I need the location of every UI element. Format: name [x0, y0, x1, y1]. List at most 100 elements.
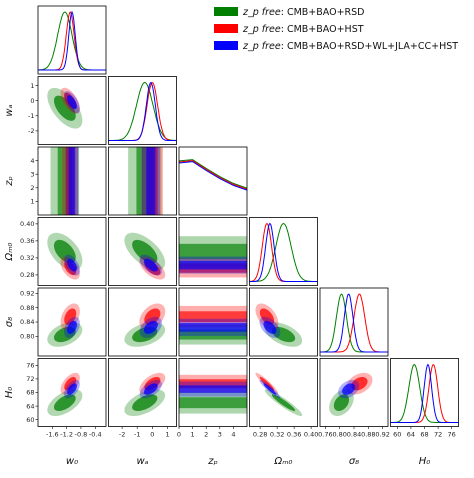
panel-frame — [178, 358, 248, 427]
legend-swatch-2 — [214, 41, 238, 50]
contour-wa-s8-1-1 — [144, 308, 161, 325]
legend-suffix: : CMB+BAO+HST — [281, 24, 364, 35]
panel-frame — [37, 5, 107, 75]
panel-s8-wa — [124, 303, 166, 347]
panel-Om-wa — [124, 232, 166, 280]
y-axis-label-Om: Ωₘ₀ — [4, 243, 15, 262]
band-Om-0-1 — [179, 243, 247, 260]
x-tick-label: 0 — [177, 431, 181, 439]
y-tick-label: 4 — [30, 157, 34, 165]
contour-s8-H0-2-1 — [342, 383, 356, 395]
band-s8-1-1 — [179, 311, 247, 322]
x-tick-label: 0 — [150, 431, 154, 439]
contour-w0-s8-2-1 — [67, 320, 77, 334]
panel-H0-H0 — [390, 363, 459, 423]
marginal-Om-1 — [249, 223, 318, 282]
x-tick-label: -1 — [134, 431, 140, 439]
contour-w0-H0-2-1 — [67, 383, 77, 395]
contour-w0-wa-2-1 — [67, 95, 77, 110]
x-tick-label: 1 — [191, 431, 195, 439]
panel-frame — [108, 76, 177, 145]
y-tick-label: 1 — [30, 198, 34, 206]
y-tick-label: -1 — [28, 112, 34, 120]
x-tick-label: 76 — [448, 431, 456, 439]
y-tick-label: 0.92 — [20, 290, 34, 298]
panel-frame — [108, 287, 177, 357]
legend-entry-2: z_p free: CMB+BAO+RSD+WL+JLA+CC+HST — [242, 41, 458, 52]
x-tick-label: 4 — [231, 431, 235, 439]
panel-Om-zp — [179, 236, 247, 278]
contour-wa-Om-0-1 — [132, 239, 158, 264]
y-tick-label: 68 — [26, 389, 34, 397]
y-axis-label-H0: H₀ — [4, 387, 15, 399]
panel-w0-w0 — [38, 10, 106, 71]
contour-s8-H0-0-1 — [333, 394, 350, 411]
x-tick-label: 60 — [393, 431, 401, 439]
contour-Om-H0-2-1 — [263, 383, 277, 395]
marginal-Om-0 — [249, 222, 318, 282]
y-tick-label: 0.88 — [20, 304, 34, 312]
x-tick-label: -0.8 — [75, 431, 88, 439]
x-axis-label-s8: σ₈ — [349, 456, 359, 467]
contour-wa-H0-2-1 — [143, 383, 158, 395]
marginal-H0-2 — [390, 363, 459, 423]
x-tick-label: 0.32 — [270, 431, 284, 439]
y-tick-label: 64 — [26, 402, 34, 410]
panel-s8-Om — [255, 303, 303, 347]
panel-frame — [249, 217, 318, 286]
y-tick-label: -2 — [28, 127, 34, 135]
contour-Om-s8-1-1 — [259, 308, 274, 325]
panel-s8-w0 — [47, 303, 83, 347]
x-tick-label: 0.84 — [347, 431, 361, 439]
contour-Om-H0-1-1 — [259, 376, 274, 391]
contour-Om-s8-2-1 — [263, 320, 277, 334]
contour-w0-wa-0-1 — [54, 95, 76, 121]
x-tick-label: 0.80 — [332, 431, 346, 439]
x-tick-label: 0.92 — [375, 431, 389, 439]
band-H0-1-1 — [179, 379, 247, 389]
legend-entry-0: z_p free: CMB+BAO+RSD — [242, 7, 365, 18]
y-tick-label: 0.84 — [20, 318, 34, 326]
marginal-wa-2 — [108, 81, 177, 141]
panel-frame — [249, 287, 318, 357]
contour-w0-s8-1-1 — [64, 308, 77, 325]
y-tick-label: 0 — [30, 97, 34, 105]
legend-prefix: z_p free — [242, 7, 281, 18]
marginal-H0-1 — [390, 364, 459, 423]
marginal-s8-2 — [320, 293, 388, 353]
y-tick-label: 3 — [30, 170, 34, 178]
legend-suffix: : CMB+BAO+RSD — [281, 7, 365, 18]
marginal-zp-1 — [179, 160, 247, 190]
legend-swatch-0 — [214, 7, 238, 16]
x-tick-label: -2 — [119, 431, 125, 439]
contour-Om-s8-0-1 — [271, 326, 296, 343]
x-tick-label: 0.40 — [304, 431, 318, 439]
marginal-zp-2 — [179, 161, 247, 191]
band-s8-2-1 — [179, 323, 247, 332]
contour-wa-H0-0-1 — [132, 394, 158, 411]
panel-frame — [37, 76, 107, 145]
panel-frame — [37, 217, 107, 286]
legend-prefix: z_p free — [242, 24, 281, 35]
y-tick-label: 0.32 — [20, 254, 34, 262]
x-axis-label-H0: H₀ — [419, 456, 431, 467]
panel-wa-wa — [108, 81, 177, 141]
x-tick-label: -1.6 — [46, 431, 59, 439]
y-tick-label: 0.40 — [20, 220, 34, 228]
contour-s8-H0-1-1 — [351, 376, 368, 391]
contour-Om-H0-0-1 — [271, 394, 296, 411]
y-tick-label: 0.28 — [20, 271, 34, 279]
panel-s8-s8 — [320, 293, 388, 353]
panel-H0-w0 — [47, 372, 83, 416]
x-tick-label: 1 — [165, 431, 169, 439]
panel-frame — [178, 217, 248, 286]
y-tick-label: 72 — [26, 375, 34, 383]
panel-Om-w0 — [47, 232, 83, 280]
x-tick-label: 0.28 — [253, 431, 267, 439]
contour-w0-H0-0-1 — [54, 394, 76, 411]
x-tick-label: 72 — [434, 431, 442, 439]
legend-entry-1: z_p free: CMB+BAO+HST — [242, 24, 364, 35]
contour-wa-s8-2-1 — [143, 320, 158, 334]
